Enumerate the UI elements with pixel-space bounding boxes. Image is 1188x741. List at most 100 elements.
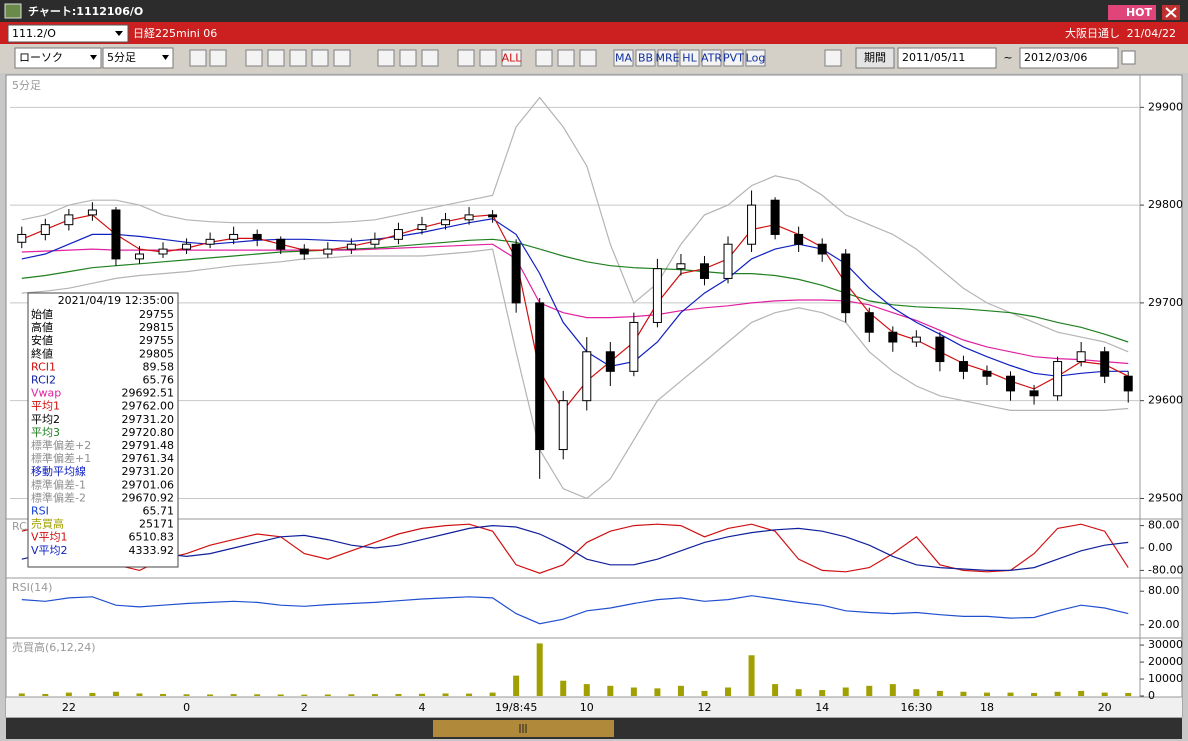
- info-label: 標準偏差+2: [31, 438, 91, 452]
- tool-icon[interactable]: [267, 49, 285, 67]
- volume-bar: [183, 694, 190, 696]
- series-line: [21, 238, 1129, 343]
- tool-icon-label: MRE: [655, 52, 679, 65]
- panel-title: RCI: [12, 520, 30, 533]
- candle-body: [935, 336, 945, 363]
- info-value: 29701.06: [122, 478, 175, 491]
- end-date: 2012/03/06: [1024, 51, 1087, 64]
- tool-icon[interactable]: [245, 49, 263, 67]
- tool-icon[interactable]: [657, 49, 678, 67]
- tool-icon[interactable]: [479, 49, 497, 67]
- candle-body: [558, 400, 568, 451]
- tool-icon[interactable]: [824, 49, 842, 67]
- info-label: RSI: [31, 505, 49, 518]
- volume-bar: [560, 680, 567, 696]
- volume-bar: [913, 689, 920, 696]
- info-value: 29762.00: [122, 400, 175, 413]
- tool-icon[interactable]: [745, 49, 766, 67]
- app-icon: [4, 3, 22, 19]
- candle-body: [511, 243, 521, 304]
- tool-icon-label: MA: [615, 52, 632, 65]
- tool-icon[interactable]: [289, 49, 307, 67]
- hot-label: HOT: [1126, 6, 1153, 19]
- start-date-box[interactable]: [897, 47, 997, 69]
- tool-icon[interactable]: [635, 49, 656, 67]
- tool-icon[interactable]: [457, 49, 475, 67]
- period-label: 期間: [864, 51, 886, 64]
- volume-bar: [1007, 692, 1014, 696]
- volume-bar: [254, 694, 261, 696]
- symbol-bar: [0, 22, 1188, 44]
- tool-icon[interactable]: [209, 49, 227, 67]
- info-label: 始値: [31, 307, 53, 321]
- volume-bar: [1054, 691, 1061, 696]
- tool-icon[interactable]: [613, 49, 634, 67]
- scroll-grip: [519, 724, 527, 733]
- y-tick-label: 29800: [1148, 198, 1183, 211]
- volume-bar: [630, 687, 637, 696]
- tool-icon[interactable]: [579, 49, 597, 67]
- candle-body: [229, 233, 239, 240]
- y-tick-label: 29700: [1148, 296, 1183, 309]
- tool-icon-label: ATR: [701, 52, 722, 65]
- candle-body: [87, 209, 97, 216]
- volume-bar: [748, 655, 755, 696]
- interval-dropdown[interactable]: [102, 47, 174, 69]
- x-tick-label: 22: [62, 701, 76, 714]
- x-axis-strip: [6, 697, 1182, 717]
- tool-icon-label: ALL: [502, 52, 523, 65]
- hot-button[interactable]: [1108, 5, 1156, 20]
- info-label: 標準偏差-1: [31, 477, 86, 491]
- chart-area: [5, 74, 1183, 718]
- volume-bar: [654, 688, 661, 696]
- period-button[interactable]: [855, 47, 895, 69]
- tool-icon[interactable]: [421, 49, 439, 67]
- series-line: [21, 595, 1129, 625]
- tool-icon[interactable]: [399, 49, 417, 67]
- series-line: [21, 524, 1129, 571]
- x-tick-label: 14: [815, 701, 829, 714]
- y-tick-label: 30000: [1148, 638, 1183, 651]
- volume-bar: [42, 693, 49, 696]
- panel-title: 売買高(6,12,24): [12, 640, 96, 654]
- candle-body: [794, 233, 804, 245]
- volume-bar: [701, 690, 708, 696]
- symbol-dropdown[interactable]: [7, 24, 129, 43]
- tool-icon[interactable]: [501, 49, 522, 67]
- series-line: [21, 523, 1129, 574]
- info-label: Vwap: [31, 387, 61, 400]
- candle-body: [40, 224, 50, 235]
- end-date-box[interactable]: [1019, 47, 1119, 69]
- info-value: 65.76: [143, 374, 175, 387]
- volume-bar: [136, 693, 143, 696]
- tool-icon[interactable]: [557, 49, 575, 67]
- tool-icon[interactable]: [189, 49, 207, 67]
- info-value: 29805: [139, 347, 174, 360]
- tool-icon[interactable]: [701, 49, 722, 67]
- candle-body: [723, 243, 733, 279]
- panel-title: 5分足: [12, 79, 41, 92]
- volume-bar: [18, 693, 25, 696]
- volume-bar: [583, 684, 590, 696]
- tool-icon[interactable]: [377, 49, 395, 67]
- tool-icon-label: HL: [682, 52, 697, 65]
- candle-body: [629, 321, 639, 372]
- volume-bar: [795, 689, 802, 696]
- tool-icon[interactable]: [311, 49, 329, 67]
- volume-bar: [1125, 692, 1132, 696]
- tool-icon[interactable]: [535, 49, 553, 67]
- info-label: 平均3: [31, 426, 60, 439]
- style-dropdown[interactable]: [14, 47, 102, 69]
- checkbox[interactable]: [1121, 50, 1136, 65]
- candle-body: [323, 248, 333, 255]
- info-value: 29755: [139, 334, 174, 347]
- candle-body: [652, 268, 662, 323]
- tool-icon[interactable]: [679, 49, 700, 67]
- candle-body: [346, 243, 356, 250]
- tool-icon[interactable]: [333, 49, 351, 67]
- tool-icon[interactable]: [723, 49, 744, 67]
- info-label: 高値: [31, 320, 53, 334]
- volume-bar: [960, 691, 967, 696]
- volume-bar: [207, 694, 214, 696]
